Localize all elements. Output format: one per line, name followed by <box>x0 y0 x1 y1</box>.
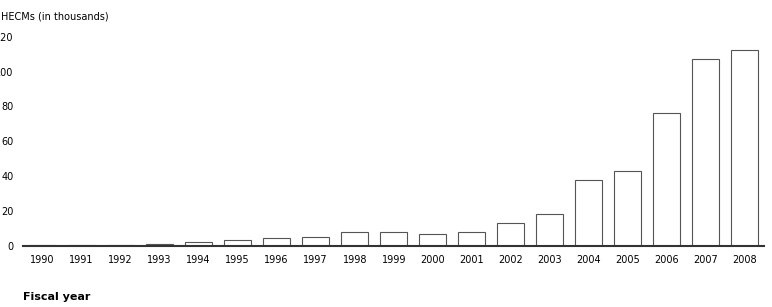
Bar <box>731 50 758 246</box>
Bar <box>692 59 720 246</box>
Bar <box>497 223 524 246</box>
Bar <box>185 242 212 246</box>
Bar <box>458 232 486 246</box>
Bar <box>536 214 564 246</box>
Text: HECMs (in thousands): HECMs (in thousands) <box>1 12 109 22</box>
Text: Fiscal year: Fiscal year <box>23 292 90 301</box>
Bar <box>302 236 330 246</box>
Bar <box>146 243 174 246</box>
Bar <box>614 171 642 246</box>
Bar <box>263 238 290 246</box>
Bar <box>419 234 446 246</box>
Bar <box>575 180 602 246</box>
Bar <box>224 240 252 246</box>
Bar <box>653 113 680 246</box>
Bar <box>341 232 368 246</box>
Bar <box>107 245 134 246</box>
Bar <box>68 245 95 246</box>
Bar <box>380 232 408 246</box>
